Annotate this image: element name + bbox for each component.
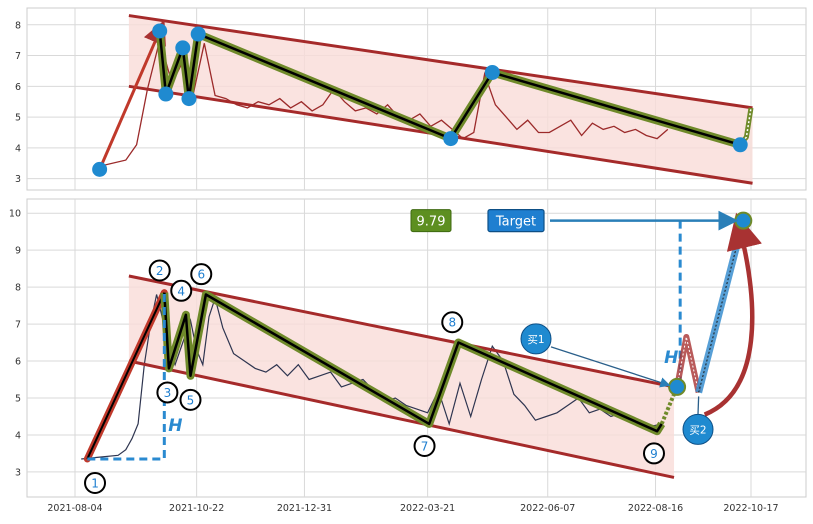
x-tick-label: 2021-12-31 bbox=[277, 503, 332, 514]
pivot-number-circle bbox=[642, 442, 665, 465]
top-pivot-marker bbox=[190, 26, 206, 42]
top-pivot-marker bbox=[484, 64, 500, 80]
value-label-box bbox=[410, 209, 452, 233]
y-tick-label: 8 bbox=[15, 283, 21, 294]
x-tick-label: 2022-06-07 bbox=[520, 503, 575, 514]
pivot-number-label: 5 bbox=[187, 393, 195, 407]
pivot-number-circle bbox=[179, 388, 202, 411]
pivot-number-label: 6 bbox=[197, 268, 205, 282]
y-tick-label: 5 bbox=[15, 113, 21, 124]
buy2-badge bbox=[682, 413, 714, 445]
bot-channel-upper-line bbox=[128, 274, 675, 389]
y-tick-label: 3 bbox=[15, 174, 21, 185]
y-tick-label: 5 bbox=[15, 393, 21, 404]
top-pivot-marker bbox=[152, 23, 168, 39]
top-pivot-marker bbox=[443, 131, 459, 147]
x-tick-label: 2022-03-21 bbox=[400, 503, 455, 514]
bot-zigzag-inner bbox=[163, 292, 663, 433]
buy1-badge bbox=[520, 323, 552, 355]
target-label-box bbox=[487, 208, 545, 233]
pivot-number-label: 4 bbox=[177, 284, 185, 298]
buy1-pointer bbox=[550, 346, 671, 388]
top-pivot-marker bbox=[158, 86, 174, 102]
pivot-number-label: 2 bbox=[156, 264, 164, 278]
pivot-number-label: 9 bbox=[650, 447, 658, 461]
x-tick-label: 2021-10-22 bbox=[169, 503, 224, 514]
pivot-number-label: 3 bbox=[164, 386, 172, 400]
pivot-number-circle bbox=[148, 259, 171, 282]
x-tick-label: 2021-08-04 bbox=[47, 503, 102, 514]
bot-curved-arrow bbox=[703, 212, 762, 417]
x-tick-label: 2022-08-16 bbox=[628, 503, 683, 514]
pivot-number-circle bbox=[190, 263, 213, 286]
y-tick-label: 10 bbox=[9, 209, 21, 220]
target-label: Target bbox=[495, 215, 536, 230]
x-tick-label: 2022-10-17 bbox=[723, 503, 778, 514]
pivot-number-label: 1 bbox=[91, 476, 99, 490]
bot-projection-red-dots bbox=[676, 336, 700, 393]
bot-impulse-inner bbox=[86, 292, 166, 460]
pivot-number-circle bbox=[170, 279, 193, 302]
pivot-number-circle bbox=[441, 311, 464, 334]
top-zigzag-inner bbox=[158, 30, 741, 147]
y-tick-label: 6 bbox=[15, 357, 21, 368]
y-tick-label: 4 bbox=[15, 430, 21, 441]
y-tick-label: 9 bbox=[15, 246, 21, 257]
y-tick-label: 7 bbox=[15, 320, 21, 331]
top-plot-area bbox=[92, 14, 754, 185]
bot-key-marker bbox=[668, 377, 687, 396]
y-tick-label: 3 bbox=[15, 467, 21, 478]
bot-panel: 2021-08-04 2021-10-22 2021-12-31 2022-03-21… bbox=[9, 198, 807, 514]
y-tick-label: 8 bbox=[15, 20, 21, 31]
pivot-number-circle bbox=[413, 435, 436, 458]
y-tick-label: 4 bbox=[15, 143, 21, 154]
bot-key-marker bbox=[734, 211, 753, 230]
y-tick-label: 7 bbox=[15, 51, 21, 62]
pivot-number-circle bbox=[156, 381, 179, 404]
bot-projection-green bbox=[659, 386, 679, 425]
top-pivot-marker bbox=[732, 137, 748, 153]
top-pivot-marker bbox=[92, 161, 108, 177]
bot-height-measure-left bbox=[87, 292, 166, 461]
bot-channel-lower-line bbox=[128, 359, 675, 479]
buy2-pointer bbox=[697, 396, 700, 415]
top-panel: 3 4 5 6 7 8 bbox=[15, 7, 807, 191]
y-tick-label: 6 bbox=[15, 82, 21, 93]
buy2-label: 买2 bbox=[689, 424, 706, 436]
pivot-number-label: 8 bbox=[448, 316, 456, 330]
pivot-number-label: 7 bbox=[421, 440, 429, 454]
value-label: 9.79 bbox=[417, 215, 446, 230]
bot-projection-blue-dots bbox=[698, 220, 744, 393]
top-pivot-marker bbox=[175, 40, 191, 56]
top-zigzag-projection-dots bbox=[739, 107, 752, 146]
height-label-right: H bbox=[664, 348, 678, 368]
top-pivot-marker bbox=[181, 91, 197, 107]
top-channel-band bbox=[128, 15, 753, 184]
pivot-number-circle bbox=[84, 471, 107, 494]
height-label-left: H bbox=[168, 416, 182, 436]
top-channel-upper-line bbox=[128, 14, 753, 110]
buy1-label: 买1 bbox=[527, 334, 544, 346]
bot-plot-area bbox=[81, 274, 675, 479]
top-impulse-arrow bbox=[98, 19, 166, 170]
